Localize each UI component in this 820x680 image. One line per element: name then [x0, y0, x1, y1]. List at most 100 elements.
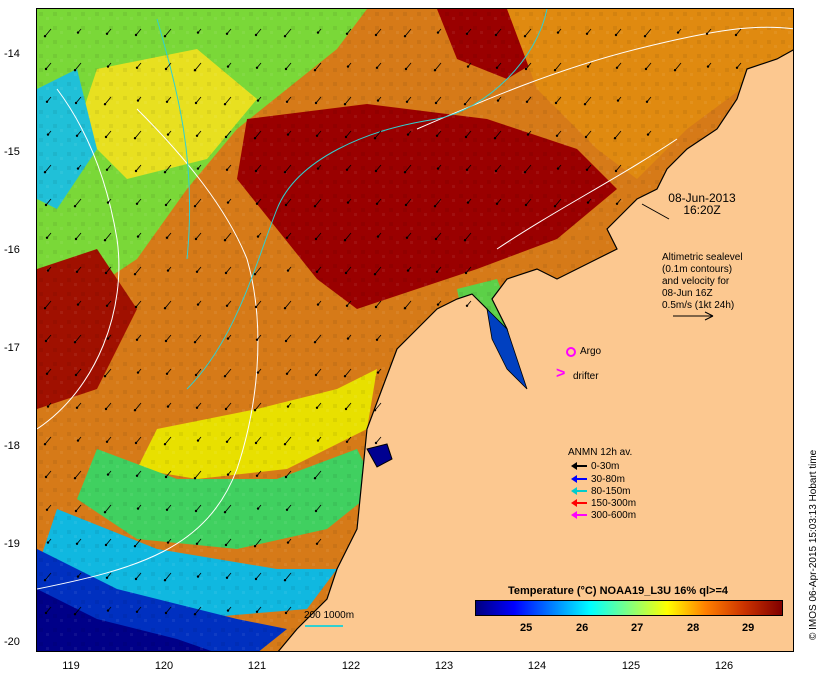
velocity-arrow-head — [494, 33, 498, 37]
x-tick-label: 126 — [714, 660, 734, 672]
velocity-arrow-head — [373, 137, 377, 140]
velocity-arrow-head — [134, 33, 138, 37]
velocity-arrow — [344, 368, 352, 377]
legend-item-label: 80-150m — [591, 486, 631, 497]
x-tick-label: 124 — [527, 660, 547, 672]
velocity-arrow-head — [254, 305, 258, 309]
velocity-arrow — [45, 62, 52, 70]
velocity-arrow — [44, 300, 52, 309]
legend-arrow-icon — [571, 462, 587, 471]
velocity-arrow — [165, 334, 172, 342]
velocity-arrow — [735, 28, 742, 36]
velocity-arrow-head — [103, 239, 107, 242]
velocity-arrow-head — [104, 271, 108, 275]
velocity-arrow-head — [43, 443, 47, 446]
velocity-arrow-head — [134, 577, 138, 581]
sst-map[interactable] — [36, 8, 794, 652]
velocity-arrow — [135, 164, 142, 172]
velocity-arrow-head — [643, 35, 647, 38]
velocity-arrow — [135, 572, 142, 580]
velocity-arrow-head — [405, 236, 409, 239]
sst-map-canvas — [37, 9, 793, 651]
velocity-arrow-head — [165, 372, 169, 375]
velocity-arrow — [434, 198, 442, 207]
velocity-arrow-head — [196, 575, 200, 578]
velocity-arrow — [284, 572, 292, 581]
velocity-arrow-head — [133, 273, 137, 276]
velocity-arrow-head — [285, 100, 289, 104]
velocity-arrow-head — [436, 303, 440, 306]
velocity-arrow — [195, 368, 202, 376]
velocity-arrow-head — [73, 341, 77, 344]
legend-item-label: 300-600m — [591, 510, 637, 521]
x-tick-label: 119 — [62, 660, 80, 672]
velocity-arrow-head — [523, 35, 527, 38]
velocity-arrow — [45, 334, 52, 342]
velocity-arrow — [44, 28, 52, 37]
velocity-arrow — [75, 232, 82, 240]
velocity-arrow — [254, 402, 262, 411]
velocity-arrow — [464, 96, 472, 105]
velocity-arrow-head — [223, 375, 227, 378]
velocity-arrow — [404, 28, 412, 37]
velocity-arrow — [434, 62, 442, 71]
velocity-arrow-head — [43, 307, 47, 310]
velocity-arrow-head — [373, 409, 377, 412]
velocity-arrow — [435, 96, 442, 104]
velocity-arrow-head — [283, 307, 287, 310]
velocity-arrow — [224, 368, 232, 377]
velocity-arrow-head — [615, 202, 619, 205]
velocity-arrow-head — [166, 541, 170, 544]
velocity-arrow — [164, 164, 172, 173]
velocity-arrow — [224, 96, 232, 105]
velocity-arrow-head — [164, 203, 168, 207]
velocity-arrow-head — [406, 269, 410, 272]
velocity-arrow-head — [616, 99, 620, 102]
velocity-arrow-head — [255, 66, 259, 69]
velocity-arrow — [345, 130, 352, 138]
velocity-arrow-head — [253, 545, 257, 548]
velocity-arrow-head — [163, 171, 167, 174]
velocity-arrow — [315, 232, 322, 240]
velocity-arrow — [435, 232, 442, 240]
velocity-arrow-head — [74, 101, 78, 105]
velocity-arrow-head — [526, 133, 530, 136]
velocity-arrow-head — [734, 33, 738, 37]
velocity-arrow — [375, 28, 382, 36]
velocity-arrow-head — [466, 201, 470, 204]
velocity-arrow-head — [135, 66, 139, 69]
velocity-arrow — [164, 300, 172, 309]
land-mass — [277, 49, 793, 651]
date-pointer — [641, 203, 670, 220]
velocity-arrow-head — [106, 609, 110, 612]
velocity-arrow — [104, 232, 112, 241]
velocity-arrow-head — [223, 511, 227, 514]
velocity-arrow — [315, 96, 322, 104]
velocity-arrow-head — [645, 100, 649, 104]
velocity-arrow-head — [313, 477, 317, 480]
velocity-arrow-head — [255, 610, 259, 613]
velocity-arrow-head — [105, 304, 109, 307]
x-tick-label: 123 — [434, 660, 454, 672]
velocity-arrow-head — [195, 542, 199, 545]
velocity-arrow-head — [225, 576, 229, 579]
velocity-arrow-head — [255, 338, 259, 341]
velocity-arrow — [315, 504, 322, 512]
velocity-arrow — [314, 198, 322, 207]
velocity-arrow-head — [434, 237, 438, 241]
velocity-arrow — [285, 334, 292, 342]
velocity-arrow-head — [106, 473, 110, 476]
sealevel-contour — [496, 138, 678, 250]
velocity-arrow-head — [134, 441, 138, 445]
velocity-arrow — [255, 436, 262, 444]
velocity-arrow — [284, 28, 292, 37]
velocity-arrow — [134, 402, 142, 411]
velocity-arrow — [344, 96, 352, 105]
velocity-arrow-head — [225, 440, 229, 443]
velocity-arrow-head — [76, 439, 80, 442]
velocity-arrow-head — [376, 99, 380, 102]
sealevel-contour — [37, 108, 259, 590]
velocity-arrow-head — [106, 201, 110, 204]
legend-item-label: 30-80m — [591, 474, 625, 485]
legend-arrow-icon — [571, 511, 587, 520]
